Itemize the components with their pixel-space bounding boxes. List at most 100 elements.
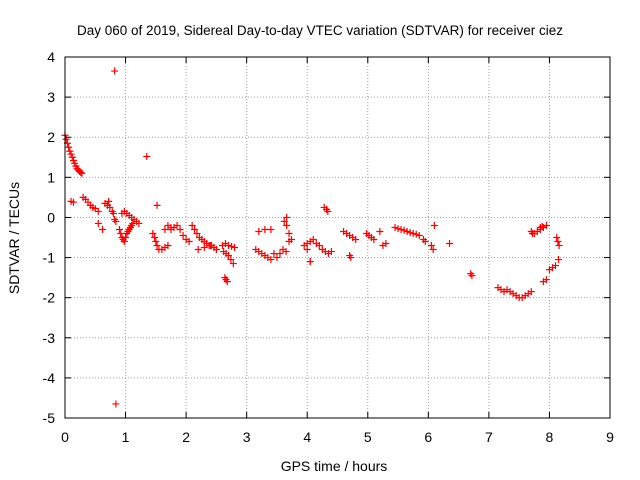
data-point [188, 221, 196, 229]
data-point [185, 238, 193, 246]
data-point [153, 242, 161, 250]
data-point [112, 400, 120, 408]
y-tick-label: -1 [43, 250, 56, 266]
data-point [109, 209, 117, 217]
data-point [468, 272, 476, 280]
data-point [267, 256, 275, 264]
data-point [116, 225, 123, 233]
data-point [173, 221, 181, 229]
data-point [122, 234, 130, 241]
data-point [227, 256, 235, 264]
data-point [167, 223, 175, 231]
data-point [376, 227, 384, 235]
data-point [112, 217, 120, 225]
data-point [161, 225, 169, 233]
data-point [105, 197, 113, 205]
data-point [421, 238, 429, 246]
data-point [555, 256, 563, 264]
data-point [99, 225, 107, 233]
data-point [94, 207, 102, 215]
data-point [553, 234, 561, 241]
data-point [164, 242, 172, 250]
y-tick-label: 0 [47, 209, 55, 225]
data-point [327, 248, 335, 256]
data-point [68, 153, 76, 161]
data-point [176, 225, 184, 233]
data-point [538, 222, 546, 230]
data-point [283, 221, 291, 229]
data-point [282, 248, 290, 256]
x-tick-label: 9 [606, 429, 614, 445]
data-point [78, 169, 86, 177]
data-point [306, 258, 314, 266]
data-point [267, 225, 275, 233]
x-tick-label: 8 [546, 429, 554, 445]
data-point [129, 219, 137, 227]
data-point [261, 225, 269, 233]
data-point [555, 242, 563, 250]
data-point [403, 227, 411, 235]
data-point [446, 240, 454, 248]
y-tick-label: 2 [47, 129, 55, 145]
data-point [231, 244, 239, 252]
x-tick-label: 6 [424, 429, 432, 445]
data-point [285, 229, 293, 237]
data-point [406, 229, 414, 237]
data-point [283, 213, 291, 221]
y-tick-label: 3 [47, 89, 55, 105]
data-point [120, 238, 128, 246]
data-point [193, 229, 201, 237]
data-point [111, 67, 119, 75]
data-point [228, 242, 236, 250]
data-point [542, 276, 550, 284]
x-axis-label: GPS time / hours [281, 458, 388, 474]
y-tick-label: -4 [43, 370, 56, 386]
chart-title: Day 060 of 2019, Sidereal Day-to-day VTE… [77, 23, 563, 38]
data-point [552, 262, 559, 270]
data-point [273, 254, 281, 262]
x-tick-label: 3 [243, 429, 251, 445]
y-tick-label: 4 [47, 49, 55, 65]
x-tick-label: 5 [364, 429, 372, 445]
data-point [206, 242, 214, 250]
grid-lines [65, 57, 610, 418]
data-point [255, 227, 263, 235]
data-point [151, 234, 159, 241]
data-point [412, 230, 420, 238]
data-point [370, 236, 378, 244]
y-tick-label: 1 [47, 169, 55, 185]
data-point [229, 260, 237, 268]
x-tick-label: 4 [303, 429, 311, 445]
data-point [285, 238, 293, 246]
data-point [391, 223, 399, 231]
data-point [223, 278, 231, 286]
data-point [67, 150, 75, 158]
data-point [352, 236, 360, 244]
data-point [212, 246, 220, 254]
data-point [135, 219, 143, 227]
data-point [394, 225, 402, 233]
x-axis-ticks: 0 1 2 3 4 5 6 7 8 9 [61, 57, 614, 445]
data-point [427, 242, 435, 250]
data-point [225, 252, 232, 260]
y-axis-ticks: -5 -4 -3 -2 -1 0 1 2 3 4 [43, 49, 610, 426]
data-point [270, 250, 278, 258]
data-point [280, 217, 288, 225]
data-point [315, 242, 323, 250]
data-point [94, 219, 102, 227]
data-point [152, 238, 160, 246]
x-tick-label: 7 [485, 429, 493, 445]
data-point [320, 203, 328, 211]
data-point [379, 242, 387, 250]
data-point [309, 236, 317, 244]
data-point [415, 231, 423, 239]
data-point [324, 207, 332, 215]
data-point [303, 246, 311, 254]
data-point [409, 229, 417, 237]
data-point [400, 226, 408, 234]
data-point [554, 238, 562, 246]
data-point [194, 246, 202, 254]
x-tick-label: 1 [122, 429, 130, 445]
data-point [143, 152, 151, 160]
x-tick-label: 0 [61, 429, 69, 445]
